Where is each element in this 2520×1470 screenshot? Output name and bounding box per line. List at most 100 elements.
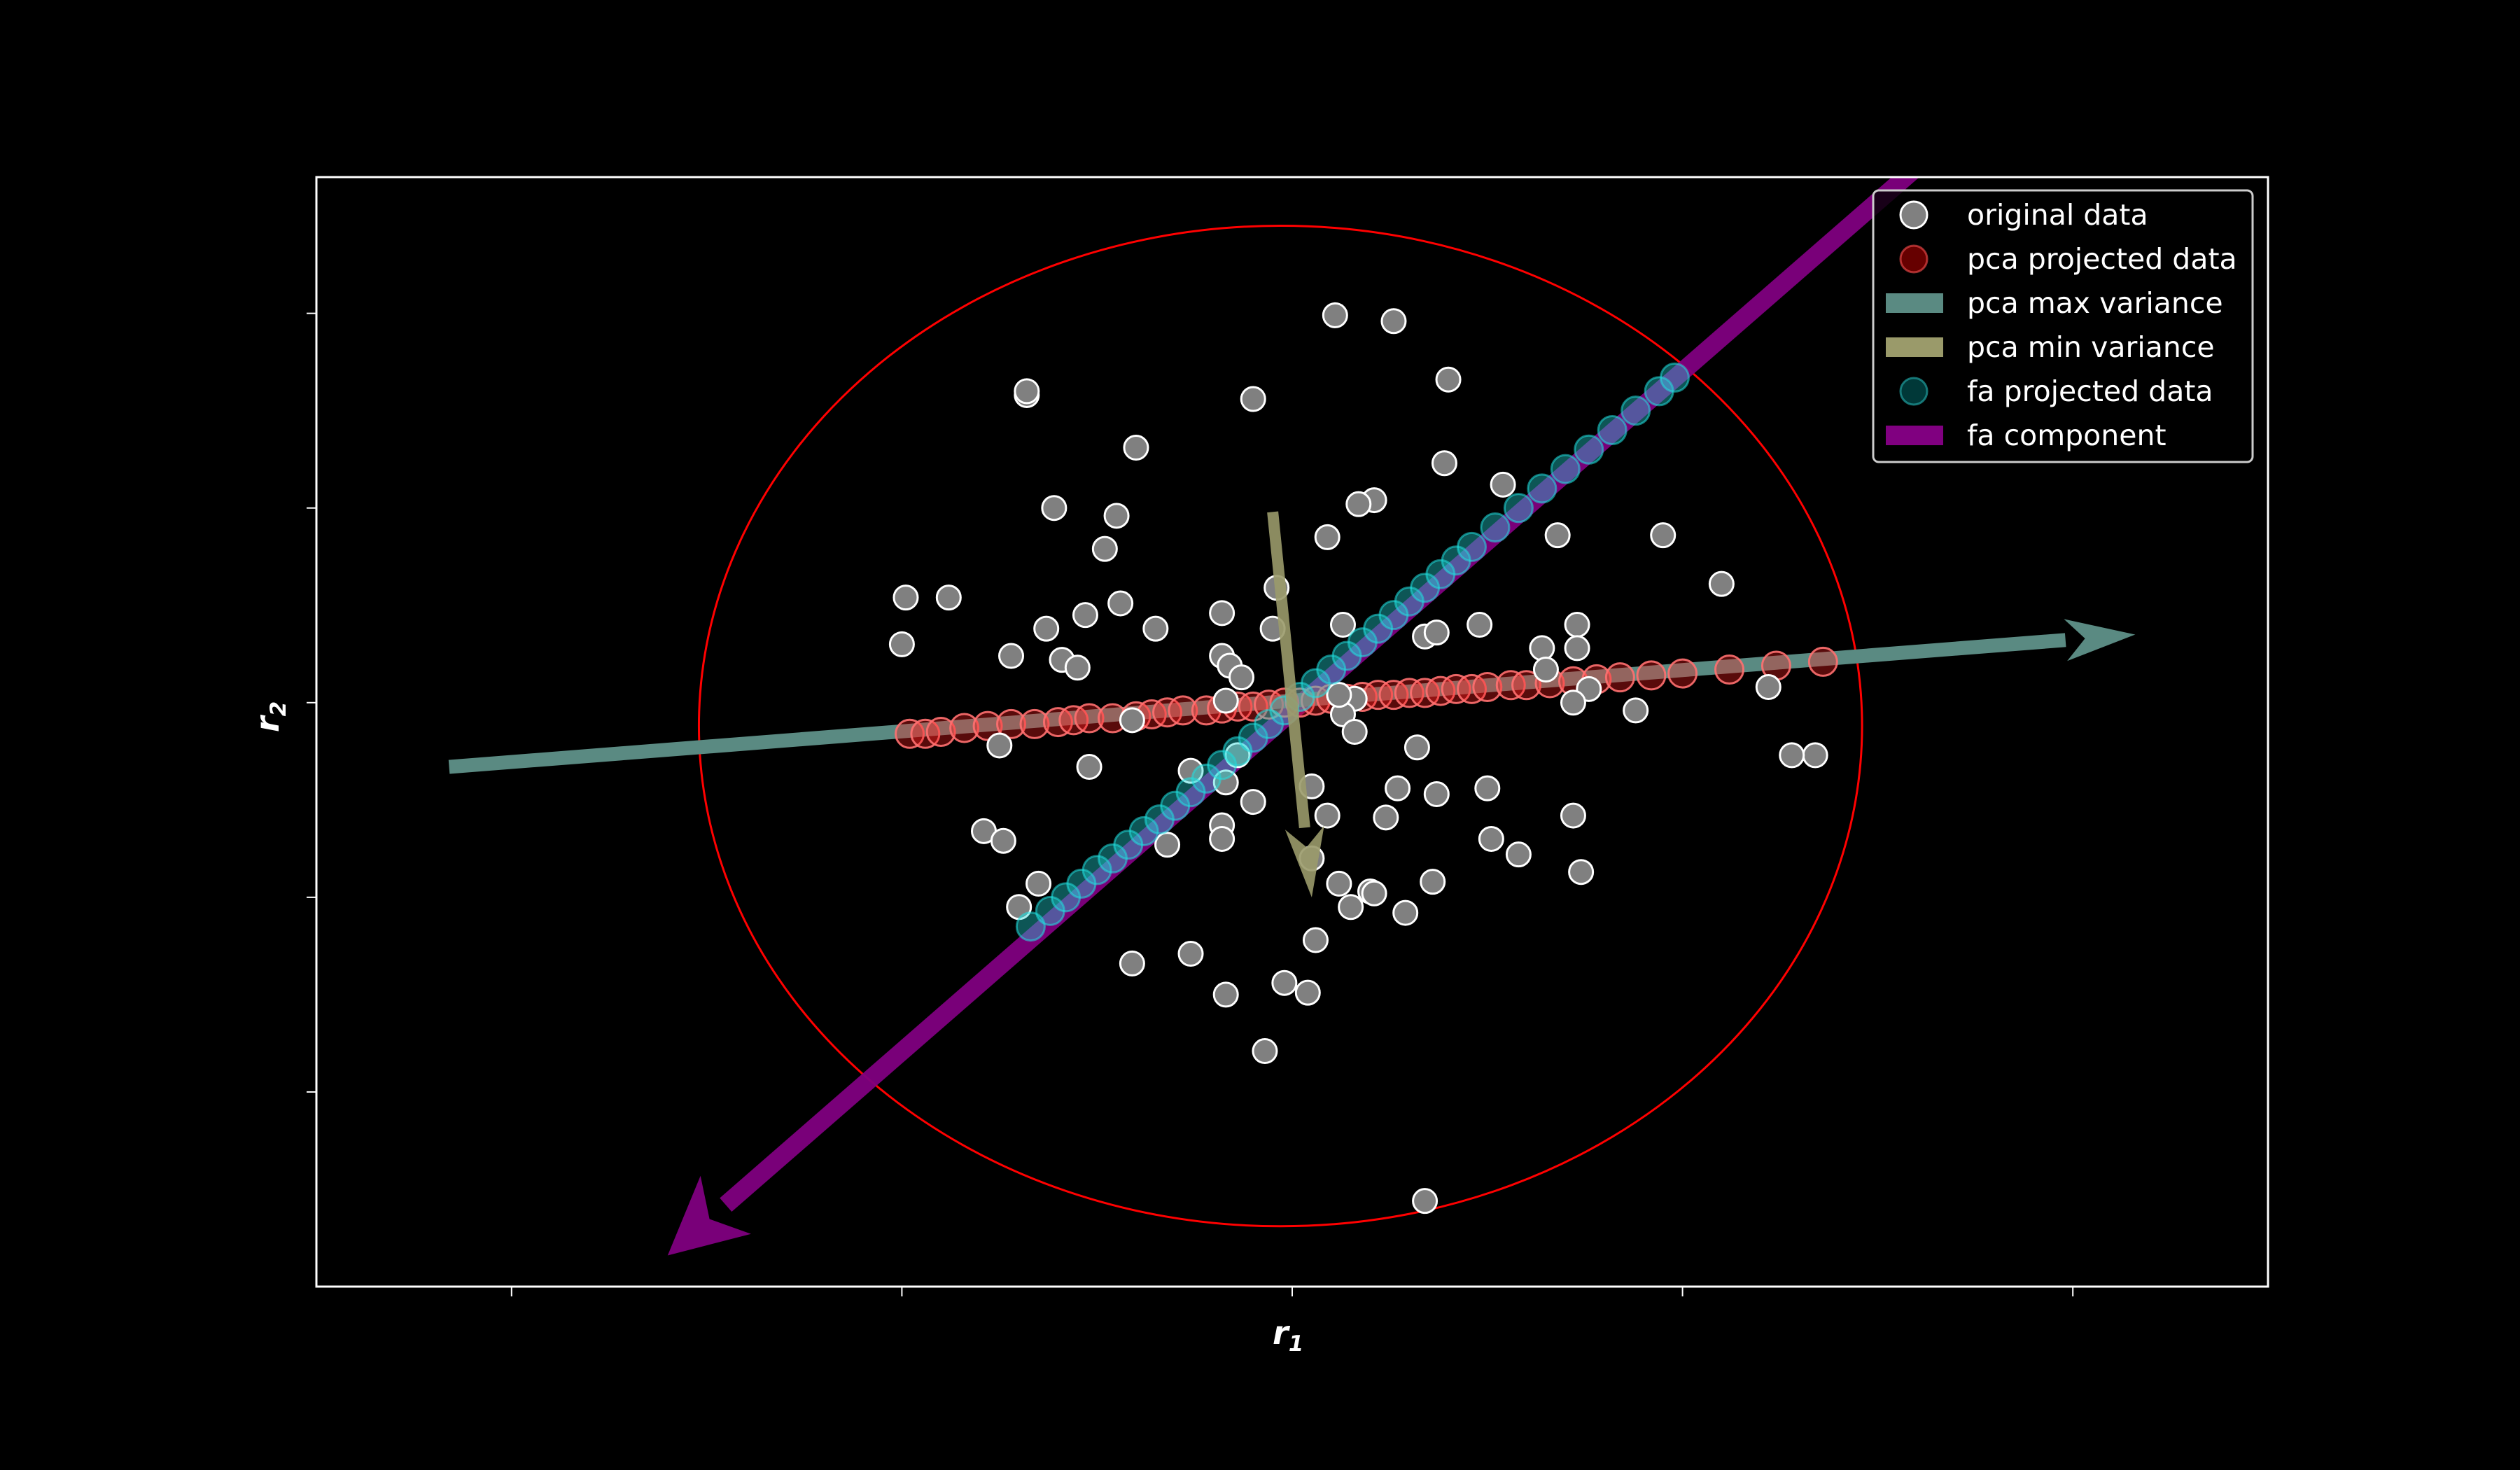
original-point-41 xyxy=(1532,657,1559,683)
plot-area xyxy=(448,177,2136,1256)
original-point-66 xyxy=(1505,841,1532,868)
pca-projected-point-0 xyxy=(895,718,925,749)
legend-patch-pca_max xyxy=(1886,293,1943,313)
pca-projected-point-7 xyxy=(1042,707,1073,738)
original-point-54 xyxy=(1802,742,1828,769)
original-point-1 xyxy=(1380,308,1407,335)
original-point-40 xyxy=(1529,635,1555,662)
original-point-62 xyxy=(1474,775,1501,802)
pca-projected-point-33 xyxy=(1472,672,1503,703)
original-point-7 xyxy=(1431,450,1457,477)
original-point-82 xyxy=(1568,859,1595,886)
original-point-21 xyxy=(1107,590,1134,617)
original-point-65 xyxy=(1478,825,1504,852)
original-point-61 xyxy=(1423,780,1450,807)
original-point-10 xyxy=(1091,536,1118,562)
original-point-92 xyxy=(1326,682,1352,708)
original-point-25 xyxy=(1142,615,1169,642)
fa-projected-point-31 xyxy=(1527,473,1558,504)
original-point-74 xyxy=(1026,870,1052,897)
fa-projected-point-34 xyxy=(1597,414,1628,445)
original-point-44 xyxy=(1564,635,1590,662)
original-point-91 xyxy=(1779,742,1805,769)
original-point-64 xyxy=(1314,802,1340,829)
original-point-8 xyxy=(1041,495,1068,522)
original-point-79 xyxy=(1361,880,1387,906)
original-point-60 xyxy=(1373,804,1399,831)
original-point-22 xyxy=(1209,600,1236,626)
original-point-87 xyxy=(1271,969,1298,996)
pca-projected-point-13 xyxy=(1152,697,1183,728)
original-point-32 xyxy=(1423,620,1450,646)
original-point-14 xyxy=(1314,524,1340,550)
original-point-80 xyxy=(1392,899,1419,926)
original-point-28 xyxy=(1228,664,1255,691)
original-point-33 xyxy=(1466,612,1493,638)
pca-min-shaft xyxy=(1267,511,1310,829)
original-point-58 xyxy=(1240,789,1266,816)
original-point-2 xyxy=(1435,366,1462,393)
pca-projected-point-42 xyxy=(1714,654,1745,685)
original-point-59 xyxy=(1385,775,1411,802)
original-point-0 xyxy=(1322,302,1348,328)
original-point-49 xyxy=(1404,734,1430,761)
pca-projected-point-6 xyxy=(1019,708,1050,739)
legend-marker-original xyxy=(1899,200,1928,230)
original-point-72 xyxy=(1209,825,1236,852)
pca-max-shaft xyxy=(448,633,2066,774)
fa-projected-point-28 xyxy=(1456,531,1487,562)
x-axis-ticks xyxy=(510,1287,2074,1296)
original-point-11 xyxy=(1490,471,1516,498)
original-point-15 xyxy=(1544,522,1571,549)
original-point-51 xyxy=(986,732,1013,759)
fa-component-shaft xyxy=(720,177,1919,1212)
original-point-90 xyxy=(1412,1188,1438,1214)
legend-marker-fa_projected xyxy=(1899,377,1928,406)
original-data-points xyxy=(888,302,1828,1214)
pca-projected-point-31 xyxy=(1441,673,1471,704)
original-point-38 xyxy=(1064,654,1091,681)
legend-label-fa_component: fa component xyxy=(1967,419,2166,452)
fa-component-head xyxy=(667,1175,751,1256)
pca-min-head xyxy=(1284,825,1324,897)
pca-projected-point-27 xyxy=(1378,680,1409,710)
original-point-76 xyxy=(1326,870,1352,897)
legend-patch-pca_min xyxy=(1886,337,1943,357)
original-point-83 xyxy=(1119,950,1145,976)
original-point-16 xyxy=(1650,522,1676,549)
original-point-34 xyxy=(1564,612,1590,638)
original-point-89 xyxy=(1252,1038,1278,1065)
y-axis-label: r2 xyxy=(248,701,291,732)
pca-projected-point-1 xyxy=(910,718,941,749)
pca-projected-point-9 xyxy=(1074,703,1105,734)
pca-projected-point-34 xyxy=(1495,670,1526,701)
original-point-81 xyxy=(1420,869,1446,895)
fa-projected-point-4 xyxy=(1082,855,1112,886)
pca-projected-point-3 xyxy=(949,713,980,743)
fa-projected-point-7 xyxy=(1128,816,1159,846)
pca-projected-point-8 xyxy=(1058,705,1089,736)
fa-projected-point-30 xyxy=(1503,493,1534,524)
legend: original data pca projected data pca max v… xyxy=(1872,189,2254,463)
fa-projected-point-0 xyxy=(1015,911,1046,942)
pca-projected-point-39 xyxy=(1604,662,1635,693)
original-point-36 xyxy=(998,643,1025,669)
original-point-53 xyxy=(1341,719,1368,745)
original-point-47 xyxy=(1623,697,1649,724)
original-point-55 xyxy=(1076,754,1102,780)
y-axis-ticks xyxy=(307,312,316,1093)
fa-projected-point-37 xyxy=(1659,362,1690,393)
pca-max-variance-arrow xyxy=(448,619,2136,774)
pca-projected-point-2 xyxy=(925,717,956,747)
legend-label-pca_max: pca max variance xyxy=(1967,286,2223,320)
pca-projected-point-30 xyxy=(1425,676,1456,706)
pca-projected-point-14 xyxy=(1168,695,1198,726)
legend-label-fa_projected: fa projected data xyxy=(1967,374,2213,408)
original-point-24 xyxy=(1033,615,1060,642)
pca-projected-points xyxy=(895,646,1838,749)
pca-max-head xyxy=(2064,619,2136,662)
pca-projected-point-41 xyxy=(1667,658,1698,689)
original-point-9 xyxy=(1103,503,1130,529)
legend-box xyxy=(1872,189,2254,463)
